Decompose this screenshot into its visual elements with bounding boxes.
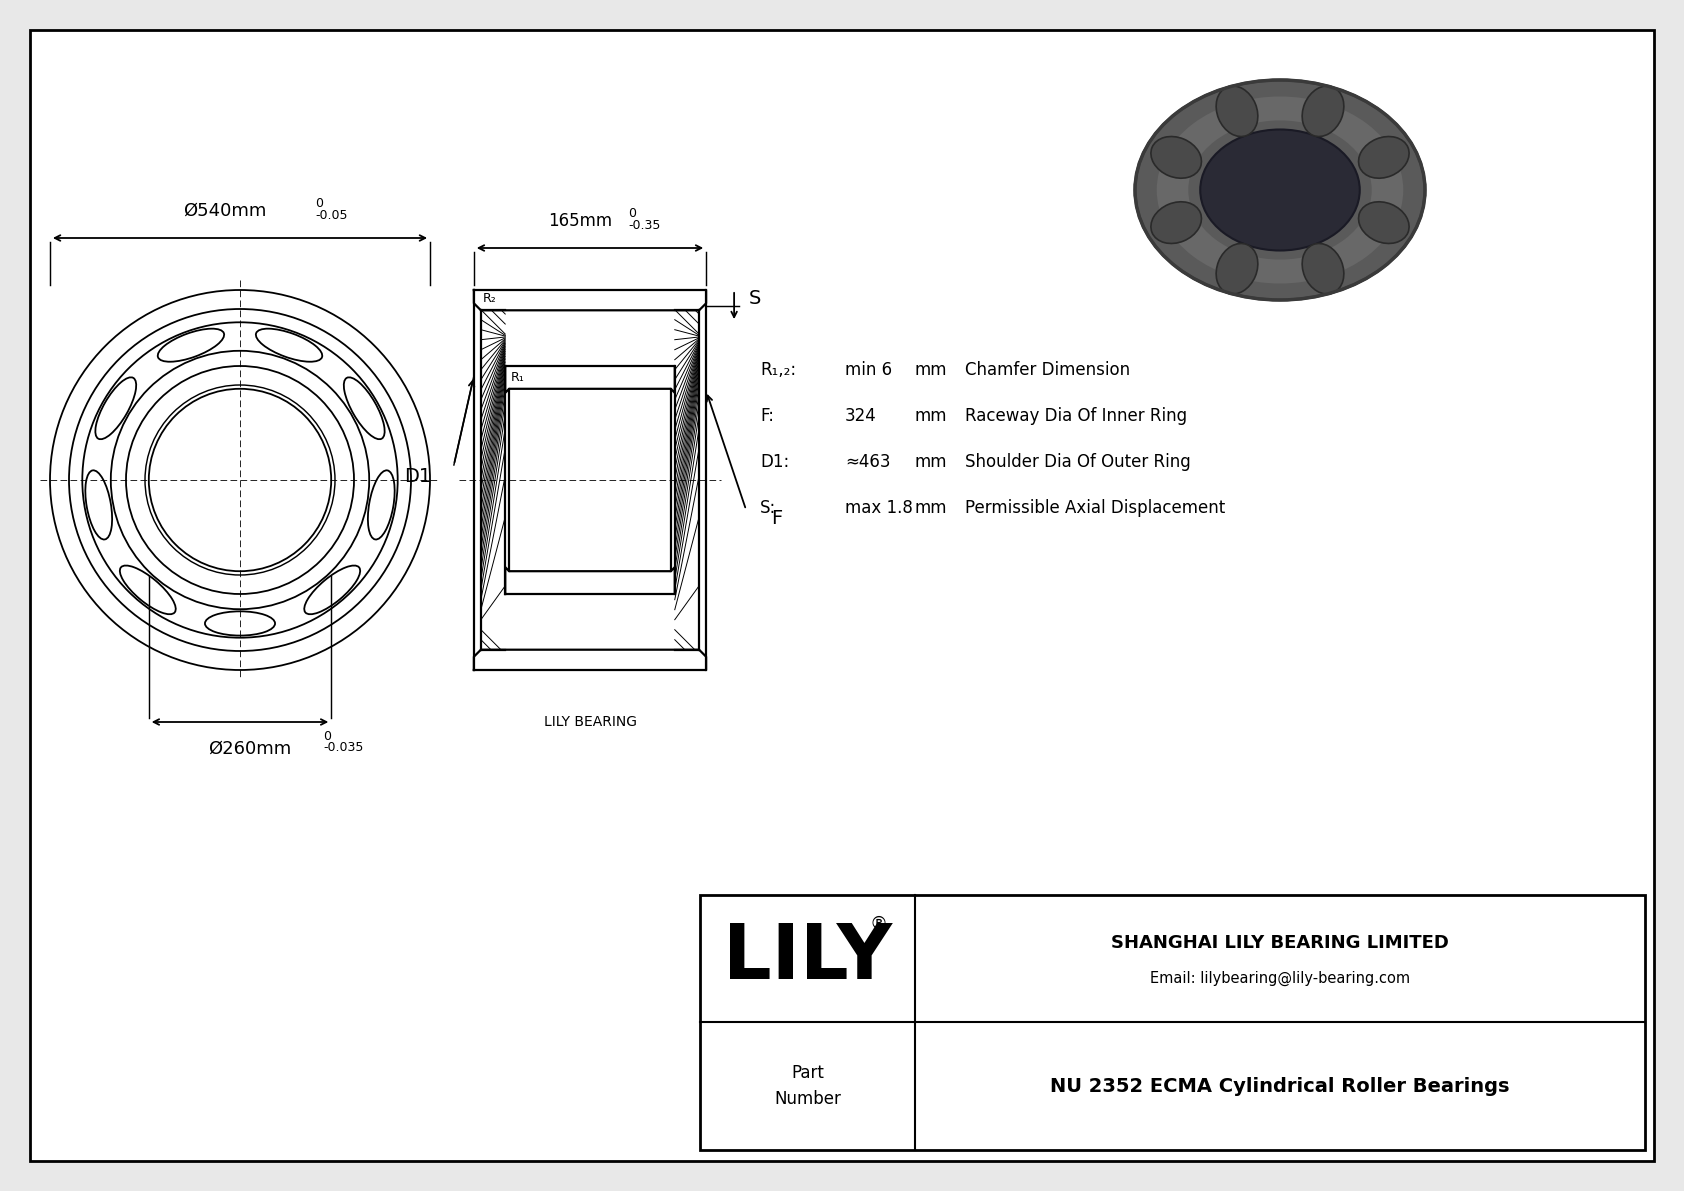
Text: 165mm: 165mm (547, 212, 611, 230)
Ellipse shape (1201, 130, 1359, 250)
Text: S: S (749, 288, 761, 307)
Text: R₁,₂:: R₁,₂: (759, 361, 797, 379)
Text: F:: F: (759, 407, 775, 425)
Text: SHANGHAI LILY BEARING LIMITED: SHANGHAI LILY BEARING LIMITED (1111, 934, 1448, 952)
Text: mm: mm (914, 407, 948, 425)
Text: mm: mm (914, 453, 948, 470)
Text: R₂: R₂ (483, 292, 497, 305)
Text: Shoulder Dia Of Outer Ring: Shoulder Dia Of Outer Ring (965, 453, 1191, 470)
Text: Part
Number: Part Number (775, 1065, 842, 1108)
Ellipse shape (1302, 86, 1344, 137)
Text: -0.35: -0.35 (628, 219, 660, 232)
Ellipse shape (1150, 201, 1201, 243)
Text: LILY BEARING: LILY BEARING (544, 715, 637, 729)
Text: Ø260mm: Ø260mm (209, 740, 291, 757)
Text: S:: S: (759, 499, 776, 517)
Text: 0: 0 (315, 197, 323, 210)
Text: min 6: min 6 (845, 361, 893, 379)
Text: D1:: D1: (759, 453, 790, 470)
Ellipse shape (1216, 86, 1258, 137)
Ellipse shape (1135, 80, 1425, 300)
Text: -0.035: -0.035 (323, 741, 364, 754)
Text: Chamfer Dimension: Chamfer Dimension (965, 361, 1130, 379)
Text: F: F (771, 509, 783, 528)
Bar (701, 894, 1645, 1151)
Ellipse shape (1150, 137, 1201, 179)
Text: 324: 324 (845, 407, 877, 425)
Text: mm: mm (914, 499, 948, 517)
Text: Permissible Axial Displacement: Permissible Axial Displacement (965, 499, 1226, 517)
Text: R₁: R₁ (512, 370, 525, 384)
Ellipse shape (1359, 201, 1410, 243)
Text: ≈463: ≈463 (845, 453, 891, 470)
Text: LILY: LILY (724, 921, 893, 994)
Text: ®: ® (869, 915, 887, 933)
Text: -0.05: -0.05 (315, 208, 347, 222)
Text: D1: D1 (404, 468, 431, 486)
Ellipse shape (1189, 120, 1372, 260)
Ellipse shape (1302, 243, 1344, 294)
Text: max 1.8: max 1.8 (845, 499, 913, 517)
Text: mm: mm (914, 361, 948, 379)
Ellipse shape (1359, 137, 1410, 179)
Text: Ø540mm: Ø540mm (184, 202, 266, 220)
Text: 0: 0 (628, 207, 637, 220)
Ellipse shape (1157, 96, 1403, 283)
Text: Raceway Dia Of Inner Ring: Raceway Dia Of Inner Ring (965, 407, 1187, 425)
Text: NU 2352 ECMA Cylindrical Roller Bearings: NU 2352 ECMA Cylindrical Roller Bearings (1051, 1077, 1511, 1096)
Ellipse shape (1216, 243, 1258, 294)
Text: Email: lilybearing@lily-bearing.com: Email: lilybearing@lily-bearing.com (1150, 971, 1410, 986)
Text: 0: 0 (323, 730, 332, 743)
